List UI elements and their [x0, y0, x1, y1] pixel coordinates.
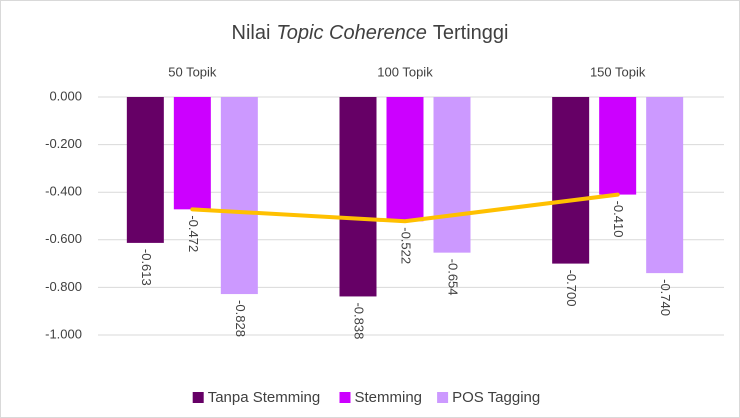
- legend-label: POS Tagging: [452, 389, 540, 406]
- title-part: Tertinggi: [433, 22, 509, 44]
- legend-swatch: [339, 392, 351, 403]
- bar: [173, 97, 211, 210]
- category-label: 100 Topik: [377, 64, 433, 79]
- data-label: -0.613: [139, 249, 154, 286]
- bar: [646, 97, 684, 274]
- bar: [339, 97, 377, 297]
- chart-title: Nilai Topic Coherence Tertinggi: [232, 22, 509, 44]
- y-tick-label: -0.200: [45, 136, 82, 151]
- y-tick-label: -0.600: [45, 231, 82, 246]
- category-label: 150 Topik: [590, 64, 646, 79]
- data-label: -0.472: [186, 215, 201, 252]
- legend-label: Tanpa Stemming: [208, 389, 321, 406]
- title-part: Nilai: [232, 22, 271, 44]
- bar: [599, 97, 637, 195]
- data-label: -0.654: [446, 259, 461, 296]
- data-label: -0.700: [564, 270, 579, 307]
- trend-line: [190, 192, 620, 224]
- legend-swatch: [192, 392, 204, 403]
- bar: [552, 97, 590, 264]
- y-tick-label: 0.000: [49, 88, 82, 103]
- category-label: 50 Topik: [168, 64, 217, 79]
- legend-label: Stemming: [355, 389, 423, 406]
- y-tick-label: -1.000: [45, 326, 82, 341]
- data-label: -0.828: [233, 300, 248, 337]
- data-label: -0.410: [611, 201, 626, 238]
- y-tick-label: -0.800: [45, 279, 82, 294]
- data-label: -0.740: [658, 279, 673, 316]
- bar: [433, 97, 471, 253]
- data-label: -0.522: [399, 227, 414, 264]
- data-label: -0.838: [352, 302, 367, 339]
- bar: [386, 97, 424, 222]
- bar: [126, 97, 164, 243]
- bar: [220, 97, 258, 295]
- title-part: Topic Coherence: [276, 22, 426, 44]
- legend-swatch: [437, 392, 449, 403]
- y-tick-label: -0.400: [45, 184, 82, 199]
